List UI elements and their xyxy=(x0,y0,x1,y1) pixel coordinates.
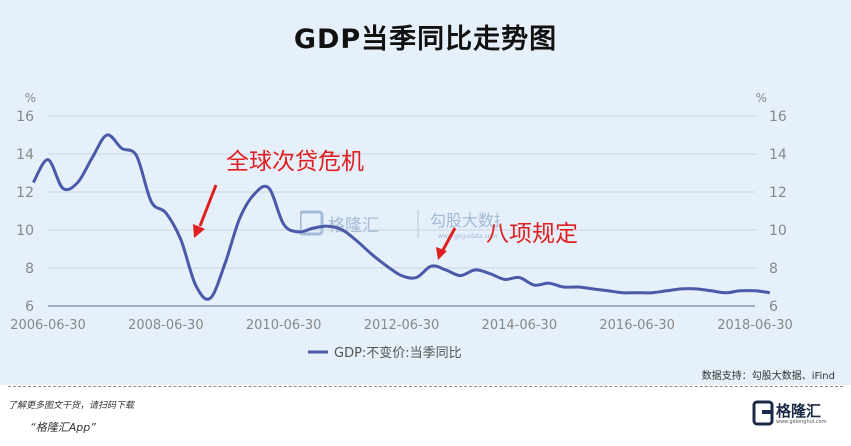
brand-logo-text: 格隆汇 xyxy=(776,402,822,420)
x-tick-label: 2018-06-30 xyxy=(717,318,793,333)
y-axis-left: 6 8 10 12 14 16% xyxy=(16,91,36,315)
y-tick-label-left: 10 xyxy=(16,223,34,239)
watermark: 格隆汇 勾股大数据 www.gogudata.com xyxy=(300,210,500,240)
legend: GDP:不变价:当季同比 xyxy=(308,345,462,361)
x-tick-label: 2008-06-30 xyxy=(128,318,204,333)
x-tick-label: 2006-06-30 xyxy=(10,318,86,333)
watermark-right-text: 勾股大数据 xyxy=(430,211,500,230)
brand-logo: 格隆汇 www.gelonghui.com xyxy=(752,398,842,428)
x-tick-label: 2016-06-30 xyxy=(599,318,675,333)
data-source: 数据支持：勾股大数据、iFind xyxy=(701,371,835,382)
legend-label: GDP:不变价:当季同比 xyxy=(334,345,462,361)
y-unit-label-right: % xyxy=(756,91,767,105)
series-lines xyxy=(31,133,770,301)
x-tick-label: 2014-06-30 xyxy=(482,318,558,333)
footer-divider xyxy=(8,386,843,387)
y-tick-label-right: 16 xyxy=(769,109,787,125)
y-tick-label-right: 6 xyxy=(769,299,778,315)
brand-logo-url: www.gelonghui.com xyxy=(776,419,827,425)
brand-logo-icon xyxy=(752,400,774,426)
x-tick-label: 2010-06-30 xyxy=(246,318,322,333)
chart-title: GDP当季同比走势图 xyxy=(293,24,558,55)
x-axis: 2006-06-30 2008-06-30 2010-06-30 2012-06-30… xyxy=(10,318,793,333)
annotation-label: 八项规定 xyxy=(486,221,578,247)
grid-lines xyxy=(48,115,755,307)
y-unit-label-left: % xyxy=(25,91,36,105)
annotation-arrow-head xyxy=(436,247,447,260)
footer-app-name: “格隆汇App” xyxy=(30,421,96,434)
y-tick-label-left: 16 xyxy=(16,109,34,125)
y-tick-label-left: 12 xyxy=(16,185,34,201)
watermark-left-text: 格隆汇 xyxy=(328,216,379,236)
y-tick-label-left: 6 xyxy=(25,299,34,315)
series-line xyxy=(31,133,770,301)
y-tick-label-right: 14 xyxy=(769,147,787,163)
line-chart: 6 8 10 12 14 16% 6 8 10 12 14 16% 2006-06-30 2008-0… xyxy=(10,91,793,361)
x-tick-label: 2012-06-30 xyxy=(364,318,440,333)
watermark-url: www.gogudata.com xyxy=(438,233,498,240)
y-tick-label-right: 12 xyxy=(769,185,787,201)
y-tick-label-left: 8 xyxy=(25,261,34,277)
annotation-arrow-shaft xyxy=(198,184,218,227)
annotation-label: 全球次贷危机 xyxy=(226,149,364,175)
y-tick-label-right: 8 xyxy=(769,261,778,277)
footer-promo-text: 了解更多图文干货，请扫码下载 xyxy=(8,401,135,411)
y-tick-label-left: 14 xyxy=(16,147,34,163)
y-tick-label-right: 10 xyxy=(769,223,787,239)
annotation-arrow-shaft xyxy=(441,227,457,251)
watermark-logo-icon xyxy=(300,210,324,236)
annotation-arrow-head xyxy=(193,224,205,238)
y-axis-right: 6 8 10 12 14 16% xyxy=(756,91,787,315)
